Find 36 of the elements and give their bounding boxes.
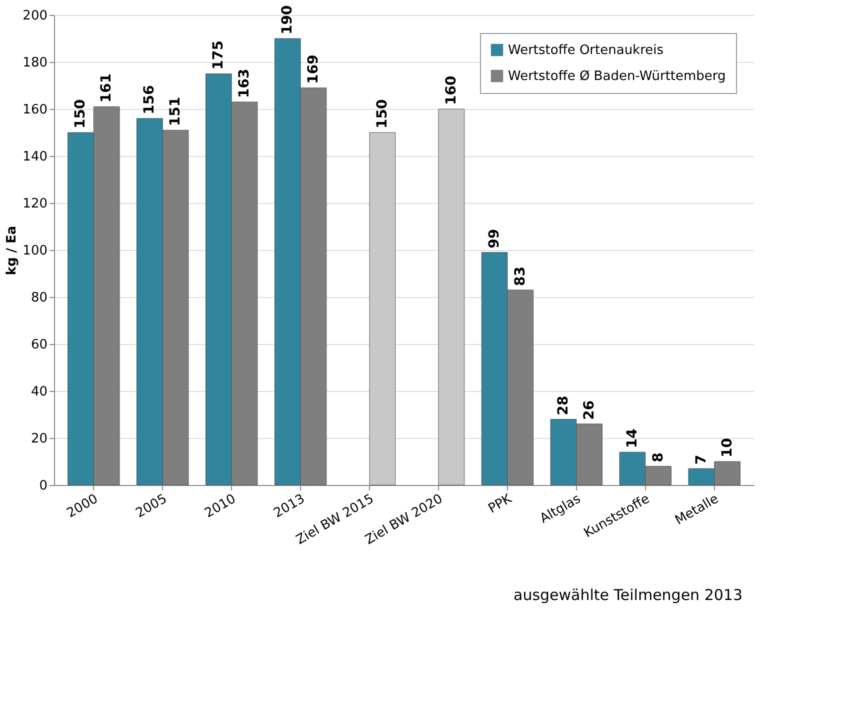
data-label: 156 (142, 85, 158, 114)
y-tick-label: 160 (22, 102, 48, 118)
data-label: 169 (305, 54, 322, 84)
data-label: 150 (374, 99, 390, 128)
y-tick-label: 20 (30, 432, 48, 446)
y-tick-label: 180 (22, 56, 48, 70)
data-label: 151 (168, 96, 184, 126)
y-axis-title: kg / Ea (4, 226, 20, 276)
bar (369, 132, 396, 486)
data-label: 10 (719, 438, 736, 458)
data-label: 26 (581, 400, 598, 420)
legend-label: Wertstoffe Ø Baden-Württemberg (508, 69, 726, 84)
y-tick-label: 60 (30, 338, 48, 352)
data-label: 99 (486, 228, 503, 248)
data-label: 28 (555, 396, 572, 416)
data-label: 163 (236, 68, 253, 98)
y-tick-label: 0 (39, 478, 48, 494)
data-label: 161 (98, 73, 115, 103)
y-tick-label: 80 (30, 290, 48, 306)
y-tick-label: 200 (22, 8, 48, 24)
y-tick-label: 120 (22, 196, 48, 212)
text: ausgewählte Teilmengen 2013 (514, 586, 742, 604)
data-label: 14 (624, 428, 640, 448)
y-tick-label: 100 (22, 244, 48, 258)
data-label: 83 (512, 266, 528, 286)
legend-label: Wertstoffe Ortenaukreis (508, 43, 664, 58)
data-label: 8 (650, 452, 666, 462)
x-tick-label: PPK (486, 491, 515, 517)
data-label: 175 (210, 40, 227, 70)
data-label: 7 (693, 454, 710, 465)
data-label: 160 (443, 76, 460, 105)
data-label: 150 (72, 99, 89, 128)
y-tick-label: 140 (22, 150, 48, 164)
data-label: 190 (280, 5, 296, 34)
y-tick-label: 40 (30, 384, 48, 400)
bar (438, 108, 465, 486)
